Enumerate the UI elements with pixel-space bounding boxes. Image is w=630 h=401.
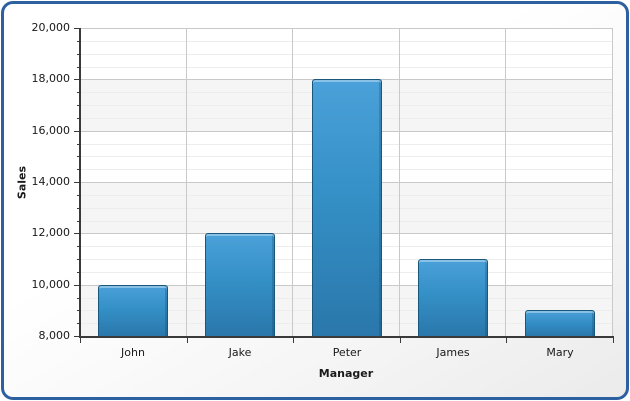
y-tick-label: 16,000 [31,124,71,137]
x-axis-title: Manager [318,367,374,380]
y-minor-tick [77,323,80,324]
y-minor-tick [77,195,80,196]
x-axis-line [79,336,614,338]
y-minor-tick [77,54,80,55]
x-category-label: Jake [228,346,252,359]
x-category-label: James [436,346,470,359]
x-major-tick [187,338,188,343]
x-major-tick [506,338,507,343]
category-boundary-gridline [292,28,293,336]
x-major-tick [400,338,401,343]
y-minor-tick [77,298,80,299]
category-boundary-gridline [186,28,187,336]
minor-gridline [80,66,613,68]
x-category-label: Mary [546,346,574,359]
y-tick-label: 10,000 [31,278,71,291]
y-axis-title: Sales [15,165,29,200]
y-major-tick [74,79,80,80]
y-minor-tick [77,92,80,93]
y-minor-tick [77,118,80,119]
x-major-tick [80,338,81,343]
x-major-tick [613,338,614,343]
y-major-tick [74,131,80,132]
y-tick-label: 8,000 [38,329,71,342]
y-minor-tick [77,259,80,260]
y-minor-tick [77,221,80,222]
y-minor-tick [77,272,80,273]
y-tick-label: 20,000 [31,21,71,34]
bar-mary[interactable] [525,310,595,336]
y-major-tick [74,285,80,286]
y-minor-tick [77,41,80,42]
y-minor-tick [77,105,80,106]
plot-area [80,28,613,336]
y-major-tick [74,182,80,183]
x-major-tick [293,338,294,343]
y-tick-label: 18,000 [31,72,71,85]
y-minor-tick [77,246,80,247]
bar-john[interactable] [98,285,168,336]
category-boundary-gridline [399,28,400,336]
y-minor-tick [77,310,80,311]
x-category-label: Peter [332,346,362,359]
y-minor-tick [77,67,80,68]
category-boundary-gridline [612,28,613,336]
bar-jake[interactable] [205,233,275,336]
minor-gridline [80,53,613,55]
y-minor-tick [77,208,80,209]
y-major-tick [74,336,80,337]
x-category-label: John [121,346,145,359]
minor-gridline [80,40,613,42]
y-minor-tick [77,144,80,145]
bar-peter[interactable] [312,79,382,336]
y-minor-tick [77,169,80,170]
y-major-tick [74,233,80,234]
major-gridline [80,28,613,29]
y-major-tick [74,28,80,29]
y-tick-label: 14,000 [31,175,71,188]
y-axis-line [79,28,81,337]
y-tick-label: 12,000 [31,226,71,239]
bar-james[interactable] [418,259,488,336]
y-minor-tick [77,156,80,157]
category-boundary-gridline [505,28,506,336]
